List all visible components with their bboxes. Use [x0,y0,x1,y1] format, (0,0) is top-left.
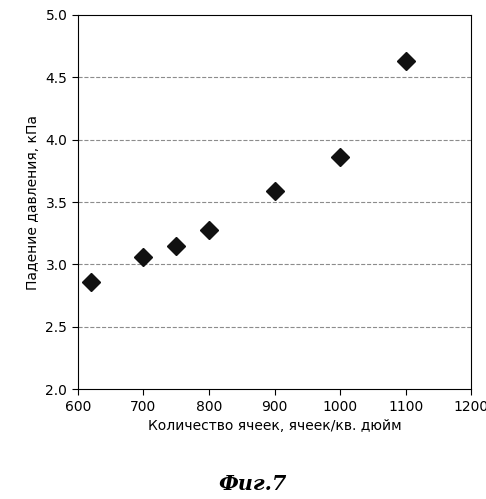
Y-axis label: Падение давления, кПа: Падение давления, кПа [26,115,40,289]
X-axis label: Количество ячеек, ячеек/кв. дюйм: Количество ячеек, ячеек/кв. дюйм [148,419,401,433]
Text: Фиг.7: Фиг.7 [219,474,287,494]
